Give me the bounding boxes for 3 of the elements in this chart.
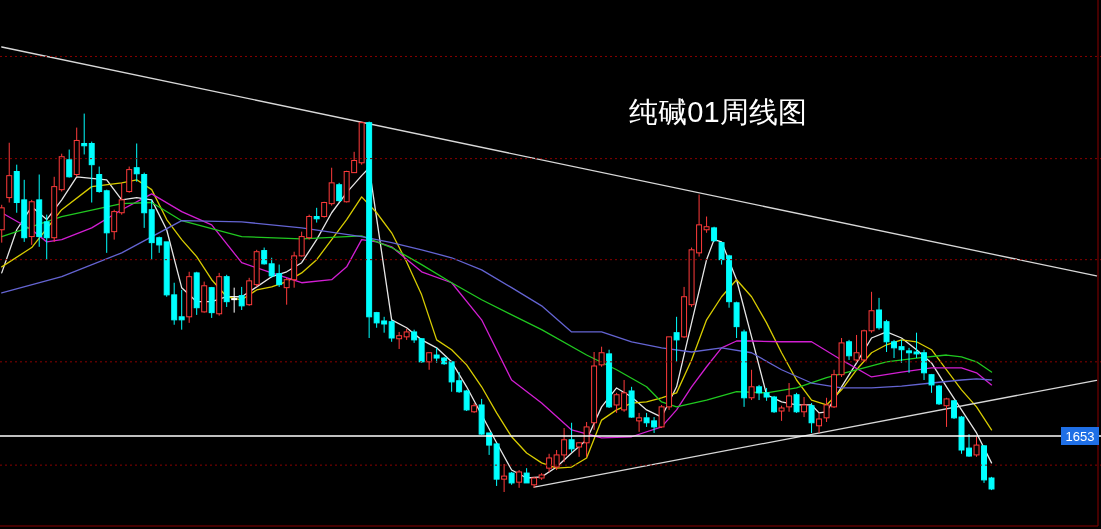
chart-title: 纯碱01周线图 <box>629 96 807 128</box>
annotation: 1653 <box>1065 429 1095 444</box>
annotation: 1653 <box>1061 427 1099 445</box>
